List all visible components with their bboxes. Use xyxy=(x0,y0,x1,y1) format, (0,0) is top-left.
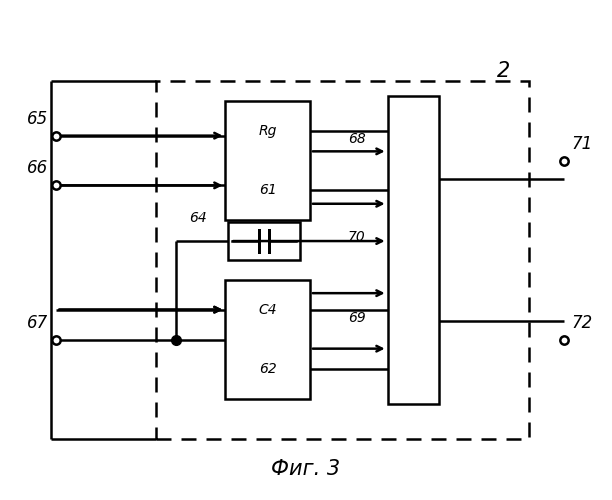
Text: 67: 67 xyxy=(27,314,48,332)
Text: 65: 65 xyxy=(27,110,48,128)
Text: 66: 66 xyxy=(27,160,48,178)
Text: 2: 2 xyxy=(498,61,510,81)
Text: 69: 69 xyxy=(348,310,365,324)
Bar xyxy=(156,81,529,439)
Text: 64: 64 xyxy=(189,211,207,225)
Text: 71: 71 xyxy=(572,134,593,152)
Text: Rg: Rg xyxy=(258,124,277,138)
Text: C4: C4 xyxy=(258,302,277,316)
Text: 62: 62 xyxy=(259,362,277,376)
Text: 68: 68 xyxy=(348,132,365,145)
Text: 70: 70 xyxy=(348,230,365,244)
Text: 61: 61 xyxy=(259,184,277,198)
Bar xyxy=(225,101,310,220)
Text: 72: 72 xyxy=(572,314,593,332)
Text: Фиг. 3: Фиг. 3 xyxy=(272,459,340,479)
Bar xyxy=(225,280,310,399)
Bar xyxy=(228,222,300,260)
Bar xyxy=(387,96,439,404)
